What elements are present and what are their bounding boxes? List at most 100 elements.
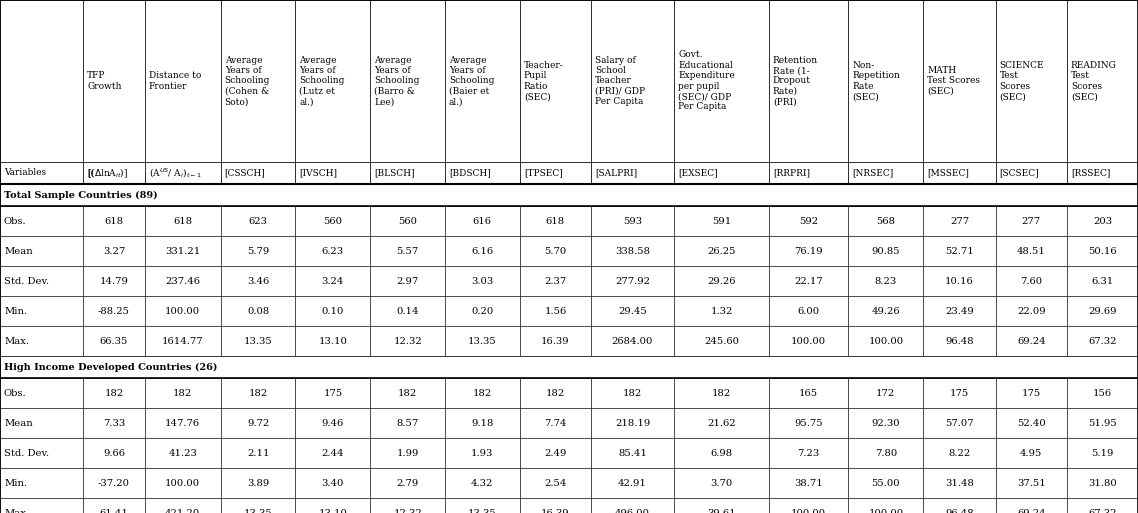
Bar (296, 326, 370, 356)
Text: 175: 175 (1022, 388, 1041, 398)
Text: Min.: Min. (5, 306, 27, 315)
Bar (83, 206, 145, 236)
Text: Non-
Repetition
Rate
(SEC): Non- Repetition Rate (SEC) (852, 61, 900, 101)
Bar (370, 266, 445, 296)
Bar (849, 326, 923, 356)
Bar (145, 498, 221, 513)
Text: 9.72: 9.72 (247, 419, 270, 427)
Bar (923, 438, 996, 468)
Text: Std. Dev.: Std. Dev. (5, 448, 49, 458)
Text: 13.10: 13.10 (319, 508, 347, 513)
Text: 100.00: 100.00 (165, 306, 200, 315)
Text: SCIENCE
Test
Scores
(SEC): SCIENCE Test Scores (SEC) (999, 61, 1045, 101)
Bar (674, 468, 769, 498)
Bar (145, 0, 221, 162)
Text: Max.: Max. (5, 508, 28, 513)
Bar (674, 498, 769, 513)
Text: 277: 277 (950, 216, 968, 226)
Text: 2.37: 2.37 (544, 277, 567, 286)
Bar (0, 162, 83, 184)
Bar (445, 408, 520, 438)
Bar (849, 498, 923, 513)
Bar (674, 326, 769, 356)
Text: 147.76: 147.76 (165, 419, 200, 427)
Bar (296, 162, 370, 184)
Bar (591, 326, 674, 356)
Text: 67.32: 67.32 (1088, 508, 1116, 513)
Text: 560: 560 (323, 216, 343, 226)
Bar (296, 498, 370, 513)
Bar (769, 266, 849, 296)
Text: 593: 593 (622, 216, 642, 226)
Text: TFP
Growth: TFP Growth (88, 71, 122, 91)
Bar (1066, 296, 1138, 326)
Bar (591, 206, 674, 236)
Text: 8.57: 8.57 (396, 419, 419, 427)
Bar (996, 498, 1066, 513)
Bar (1066, 468, 1138, 498)
Text: 100.00: 100.00 (868, 508, 904, 513)
Bar (370, 468, 445, 498)
Text: [NRSEC]: [NRSEC] (852, 168, 893, 177)
Bar (769, 498, 849, 513)
Bar (83, 378, 145, 408)
Text: 16.39: 16.39 (541, 337, 570, 345)
Bar (591, 438, 674, 468)
Text: 7.33: 7.33 (102, 419, 125, 427)
Bar (445, 266, 520, 296)
Bar (145, 438, 221, 468)
Bar (296, 0, 370, 162)
Text: 182: 182 (248, 388, 267, 398)
Text: 9.46: 9.46 (322, 419, 344, 427)
Text: 16.39: 16.39 (541, 508, 570, 513)
Bar (996, 296, 1066, 326)
Bar (83, 438, 145, 468)
Text: 2.79: 2.79 (396, 479, 419, 487)
Text: 21.62: 21.62 (707, 419, 736, 427)
Bar (370, 162, 445, 184)
Bar (221, 206, 296, 236)
Text: 100.00: 100.00 (165, 479, 200, 487)
Bar (370, 378, 445, 408)
Text: 182: 182 (546, 388, 564, 398)
Bar (0, 498, 83, 513)
Bar (520, 326, 591, 356)
Text: [(: [( (88, 168, 94, 177)
Text: 182: 182 (472, 388, 492, 398)
Bar (296, 266, 370, 296)
Bar (370, 498, 445, 513)
Text: 496.00: 496.00 (615, 508, 650, 513)
Text: [($\Delta$lnA$_{it}$)]: [($\Delta$lnA$_{it}$)] (88, 166, 129, 180)
Bar (0, 468, 83, 498)
Bar (849, 206, 923, 236)
Bar (520, 0, 591, 162)
Bar (849, 236, 923, 266)
Text: 3.40: 3.40 (322, 479, 344, 487)
Text: -88.25: -88.25 (98, 306, 130, 315)
Bar (520, 266, 591, 296)
Bar (145, 378, 221, 408)
Text: 29.26: 29.26 (707, 277, 736, 286)
Bar (996, 468, 1066, 498)
Text: 591: 591 (712, 216, 731, 226)
Bar (996, 408, 1066, 438)
Text: MATH
Test Scores
(SEC): MATH Test Scores (SEC) (927, 66, 980, 96)
Bar (83, 326, 145, 356)
Text: 9.66: 9.66 (102, 448, 125, 458)
Text: [IVSCH]: [IVSCH] (299, 168, 338, 177)
Bar (769, 162, 849, 184)
Bar (591, 266, 674, 296)
Bar (445, 236, 520, 266)
Bar (849, 296, 923, 326)
Bar (145, 266, 221, 296)
Text: 8.23: 8.23 (875, 277, 897, 286)
Bar (849, 378, 923, 408)
Bar (591, 468, 674, 498)
Text: 1.56: 1.56 (544, 306, 567, 315)
Text: 13.10: 13.10 (319, 337, 347, 345)
Text: 5.79: 5.79 (247, 247, 270, 255)
Text: 29.69: 29.69 (1088, 306, 1116, 315)
Bar (520, 498, 591, 513)
Text: 96.48: 96.48 (945, 337, 974, 345)
Bar (674, 236, 769, 266)
